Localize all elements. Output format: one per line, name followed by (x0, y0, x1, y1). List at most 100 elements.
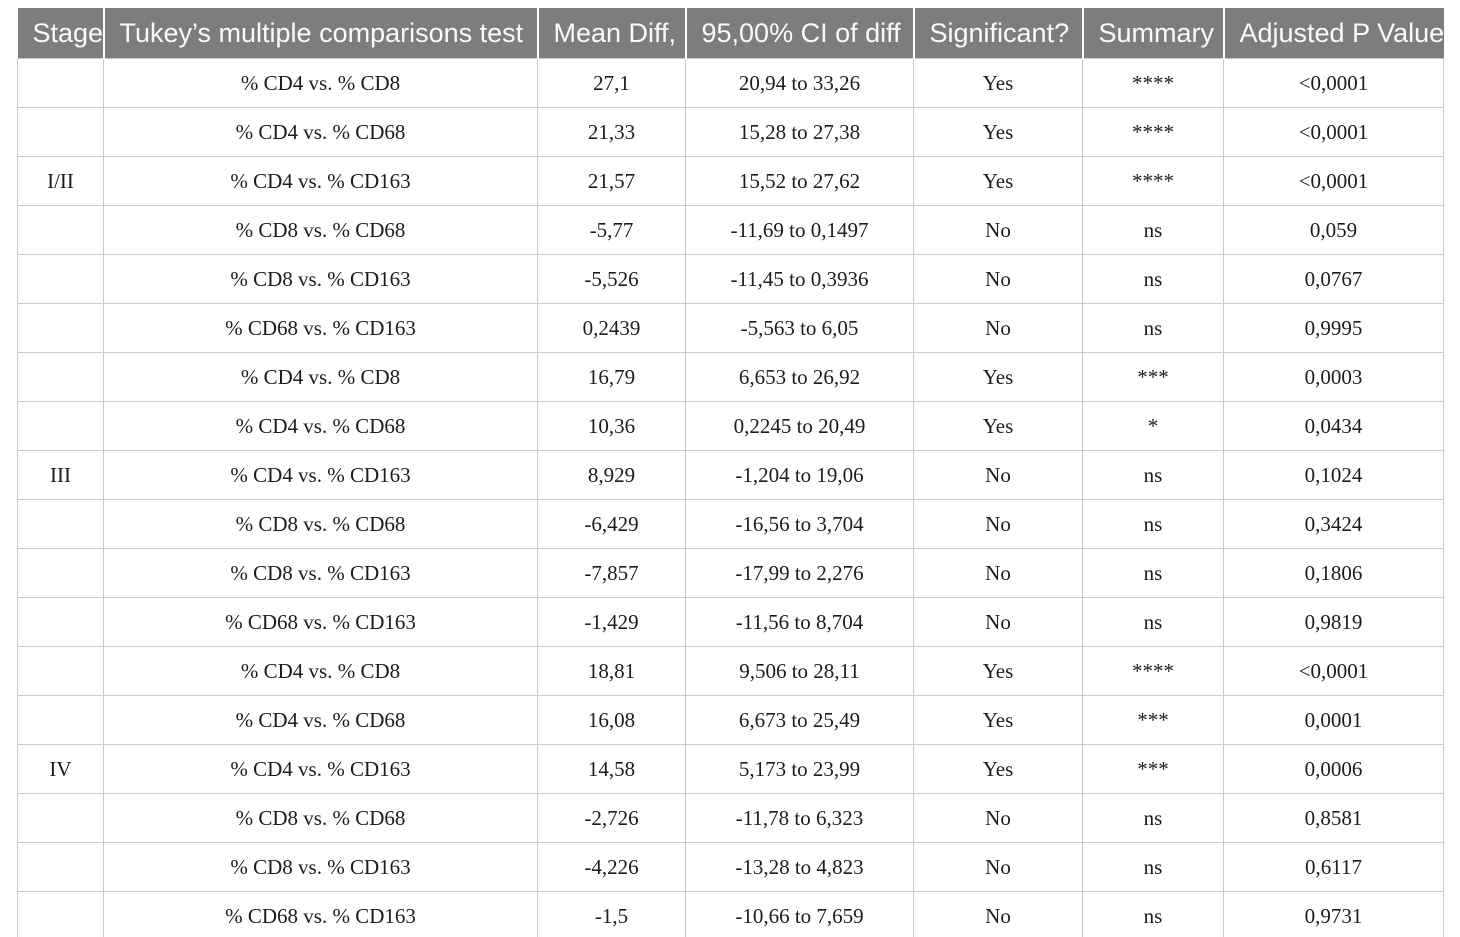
table-row: % CD8 vs. % CD68 -5,77 -11,69 to 0,1497 … (17, 205, 1444, 255)
cell-comparison: % CD8 vs. % CD68 (103, 793, 538, 843)
cell-stage (17, 58, 104, 108)
cell-ci: -17,99 to 2,276 (685, 548, 914, 598)
cell-comparison: % CD4 vs. % CD8 (103, 646, 538, 696)
cell-significant: Yes (913, 156, 1083, 206)
col-header-significant: Significant? (913, 8, 1084, 59)
cell-stage (17, 499, 104, 549)
cell-stage (17, 891, 104, 937)
table-header: Stage Tukey’s multiple comparisons test … (17, 8, 1444, 59)
cell-comparison: % CD4 vs. % CD163 (103, 156, 538, 206)
cell-significant: No (913, 793, 1083, 843)
cell-ci: -13,28 to 4,823 (685, 842, 914, 892)
cell-significant: No (913, 842, 1083, 892)
cell-summary: ns (1082, 499, 1224, 549)
cell-mean-diff: 27,1 (537, 58, 686, 108)
cell-comparison: % CD4 vs. % CD68 (103, 695, 538, 745)
cell-mean-diff: -1,429 (537, 597, 686, 647)
cell-significant: Yes (913, 695, 1083, 745)
cell-comparison: % CD4 vs. % CD163 (103, 744, 538, 794)
cell-summary: ns (1082, 254, 1224, 304)
cell-ci: 20,94 to 33,26 (685, 58, 914, 108)
cell-summary: ns (1082, 450, 1224, 500)
cell-significant: Yes (913, 744, 1083, 794)
table-row: % CD4 vs. % CD68 10,36 0,2245 to 20,49 Y… (17, 401, 1444, 451)
table-row: % CD8 vs. % CD163 -7,857 -17,99 to 2,276… (17, 548, 1444, 598)
table-row: % CD4 vs. % CD68 16,08 6,673 to 25,49 Ye… (17, 695, 1444, 745)
col-header-stage: Stage (17, 8, 105, 59)
cell-mean-diff: 14,58 (537, 744, 686, 794)
cell-adjusted-p: 0,0001 (1223, 695, 1444, 745)
cell-mean-diff: -1,5 (537, 891, 686, 937)
col-header-summary: Summary (1082, 8, 1225, 59)
cell-summary: *** (1082, 352, 1224, 402)
cell-ci: 6,653 to 26,92 (685, 352, 914, 402)
cell-stage (17, 254, 104, 304)
cell-significant: Yes (913, 58, 1083, 108)
table-row: I/II % CD4 vs. % CD163 21,57 15,52 to 27… (17, 156, 1444, 206)
cell-comparison: % CD8 vs. % CD163 (103, 842, 538, 892)
cell-ci: 15,52 to 27,62 (685, 156, 914, 206)
table-row: % CD68 vs. % CD163 -1,5 -10,66 to 7,659 … (17, 891, 1444, 937)
cell-adjusted-p: 0,8581 (1223, 793, 1444, 843)
cell-ci: -11,69 to 0,1497 (685, 205, 914, 255)
cell-comparison: % CD4 vs. % CD163 (103, 450, 538, 500)
cell-significant: No (913, 205, 1083, 255)
cell-ci: -1,204 to 19,06 (685, 450, 914, 500)
cell-summary: ns (1082, 842, 1224, 892)
cell-mean-diff: 16,08 (537, 695, 686, 745)
cell-summary: ns (1082, 891, 1224, 937)
cell-significant: No (913, 597, 1083, 647)
cell-ci: 9,506 to 28,11 (685, 646, 914, 696)
cell-ci: 6,673 to 25,49 (685, 695, 914, 745)
cell-significant: Yes (913, 352, 1083, 402)
table-row: % CD8 vs. % CD163 -4,226 -13,28 to 4,823… (17, 842, 1444, 892)
cell-comparison: % CD68 vs. % CD163 (103, 597, 538, 647)
cell-mean-diff: -2,726 (537, 793, 686, 843)
cell-significant: No (913, 254, 1083, 304)
cell-mean-diff: 0,2439 (537, 303, 686, 353)
cell-mean-diff: -6,429 (537, 499, 686, 549)
cell-stage (17, 303, 104, 353)
cell-comparison: % CD68 vs. % CD163 (103, 303, 538, 353)
col-header-mean-diff: Mean Diff, (537, 8, 687, 59)
cell-stage (17, 352, 104, 402)
cell-summary: *** (1082, 744, 1224, 794)
cell-ci: -10,66 to 7,659 (685, 891, 914, 937)
cell-ci: 15,28 to 27,38 (685, 107, 914, 157)
cell-summary: *** (1082, 695, 1224, 745)
col-header-comparison: Tukey’s multiple comparisons test (103, 8, 539, 59)
cell-comparison: % CD4 vs. % CD68 (103, 107, 538, 157)
cell-ci: 0,2245 to 20,49 (685, 401, 914, 451)
cell-comparison: % CD4 vs. % CD8 (103, 58, 538, 108)
cell-stage (17, 205, 104, 255)
cell-adjusted-p: 0,6117 (1223, 842, 1444, 892)
cell-summary: ns (1082, 793, 1224, 843)
col-header-adjusted-p: Adjusted P Value (1223, 8, 1444, 59)
cell-stage: III (17, 450, 104, 500)
cell-adjusted-p: <0,0001 (1223, 646, 1444, 696)
cell-significant: No (913, 499, 1083, 549)
cell-mean-diff: -4,226 (537, 842, 686, 892)
cell-adjusted-p: 0,9995 (1223, 303, 1444, 353)
cell-summary: ns (1082, 548, 1224, 598)
cell-mean-diff: -5,526 (537, 254, 686, 304)
table-row: % CD68 vs. % CD163 0,2439 -5,563 to 6,05… (17, 303, 1444, 353)
cell-stage (17, 548, 104, 598)
table-row: % CD4 vs. % CD68 21,33 15,28 to 27,38 Ye… (17, 107, 1444, 157)
cell-adjusted-p: 0,059 (1223, 205, 1444, 255)
tukey-comparisons-table: Stage Tukey’s multiple comparisons test … (17, 8, 1444, 937)
cell-summary: **** (1082, 107, 1224, 157)
cell-ci: -11,45 to 0,3936 (685, 254, 914, 304)
cell-comparison: % CD8 vs. % CD163 (103, 548, 538, 598)
cell-mean-diff: 21,33 (537, 107, 686, 157)
cell-significant: No (913, 891, 1083, 937)
cell-ci: -5,563 to 6,05 (685, 303, 914, 353)
cell-stage (17, 401, 104, 451)
cell-ci: 5,173 to 23,99 (685, 744, 914, 794)
cell-stage (17, 646, 104, 696)
cell-comparison: % CD8 vs. % CD68 (103, 205, 538, 255)
cell-significant: No (913, 548, 1083, 598)
cell-comparison: % CD8 vs. % CD68 (103, 499, 538, 549)
cell-comparison: % CD68 vs. % CD163 (103, 891, 538, 937)
cell-ci: -11,78 to 6,323 (685, 793, 914, 843)
